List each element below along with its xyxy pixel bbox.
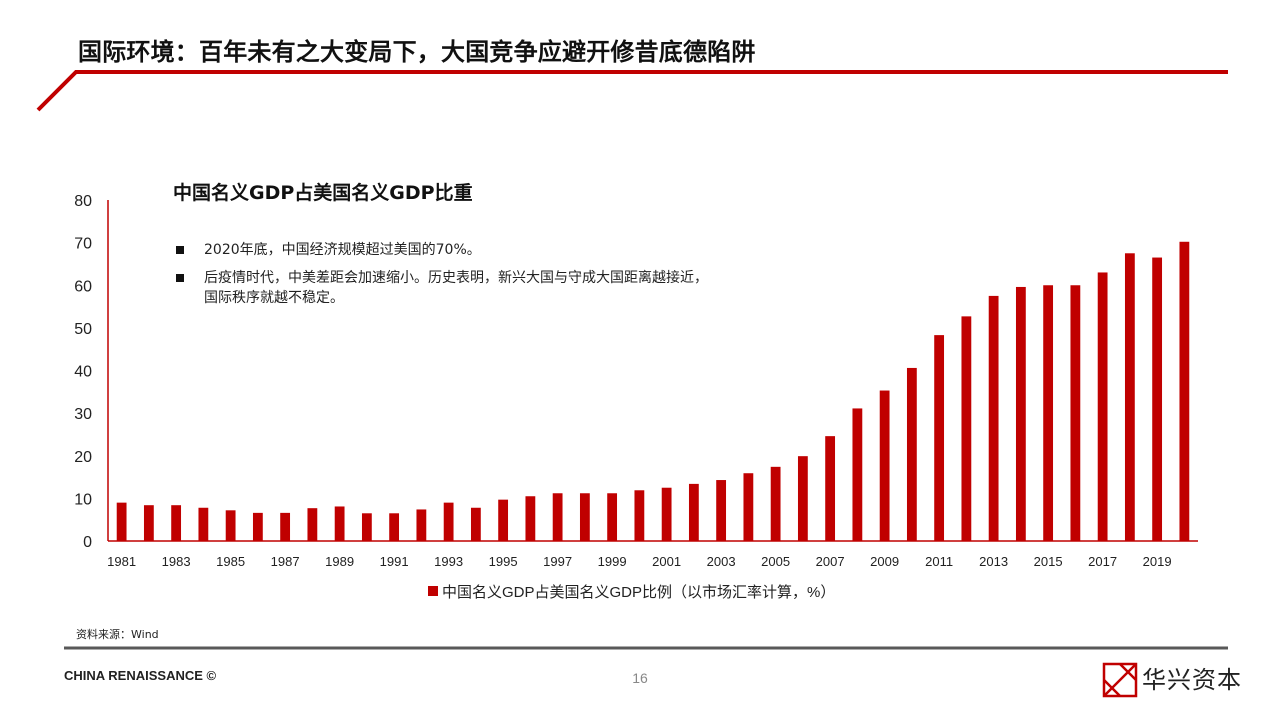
x-tick-label: 2011: [925, 554, 953, 569]
bar-1981: [116, 502, 127, 541]
bar-1994: [470, 507, 481, 541]
chart-title: 中国名义GDP占美国名义GDP比重: [173, 182, 473, 204]
x-tick-label: 2005: [761, 554, 790, 569]
bar-1991: [389, 513, 400, 541]
x-tick-label: 1981: [107, 554, 136, 569]
bar-2020: [1179, 241, 1190, 541]
y-tick-label: 40: [74, 364, 92, 381]
y-tick-label: 10: [74, 491, 92, 508]
bar-2001: [661, 487, 672, 541]
footer-brand: CHINA RENAISSANCE ©: [64, 668, 217, 683]
bar-1985: [225, 510, 236, 541]
x-tick-label: 1993: [434, 554, 463, 569]
bar-2008: [852, 408, 863, 541]
slide-title: 国际环境：百年未有之大变局下，大国竞争应避开修昔底德陷阱: [78, 38, 756, 66]
bar-2009: [879, 390, 890, 541]
x-tick-label: 1991: [380, 554, 409, 569]
bar-2017: [1097, 272, 1108, 541]
x-tick-label: 2017: [1088, 554, 1117, 569]
bar-1986: [252, 512, 263, 541]
bar-2014: [1015, 286, 1026, 541]
y-tick-label: 70: [74, 236, 92, 253]
bullet-text: 国际秩序就越不稳定。: [204, 290, 344, 306]
annotation-bullets: 2020年底，中国经济规模超过美国的70%。 后疫情时代，中美差距会加速缩小。历…: [176, 240, 708, 316]
bar-2013: [988, 295, 999, 541]
bar-1984: [198, 507, 209, 541]
bar-2016: [1070, 285, 1081, 541]
bar-1987: [280, 512, 291, 541]
x-tick-label: 1999: [598, 554, 627, 569]
x-tick-label: 1995: [489, 554, 518, 569]
x-tick-label: 2001: [652, 554, 681, 569]
y-tick-label: 30: [74, 406, 92, 423]
bar-2000: [634, 490, 645, 541]
bullet-continuation: 国际秩序就越不稳定。: [176, 288, 708, 308]
legend-swatch: [428, 586, 438, 596]
bullet-item: 2020年底，中国经济规模超过美国的70%。: [176, 240, 708, 260]
x-tick-label: 1985: [216, 554, 245, 569]
x-tick-label: 1989: [325, 554, 354, 569]
bar-1998: [579, 493, 590, 541]
y-tick-label: 50: [74, 321, 92, 338]
x-tick-label: 2007: [816, 554, 845, 569]
square-bullet-icon: [176, 246, 184, 254]
bar-1988: [307, 508, 318, 541]
x-tick-label: 2013: [979, 554, 1008, 569]
bullet-item: 后疫情时代，中美差距会加速缩小。历史表明，新兴大国与守成大国距离越接近，: [176, 268, 708, 288]
bar-1983: [171, 505, 182, 541]
bar-2018: [1124, 253, 1135, 541]
x-tick-label: 1983: [162, 554, 191, 569]
source-note: 资料来源：Wind: [76, 628, 159, 641]
x-tick-label: 2019: [1143, 554, 1172, 569]
bullet-text: 2020年底，中国经济规模超过美国的70%。: [204, 242, 481, 258]
bar-2011: [934, 335, 945, 541]
bar-1989: [334, 506, 345, 541]
legend-label: 中国名义GDP占美国名义GDP比例（以市场汇率计算，%）: [442, 583, 835, 601]
bar-1990: [361, 513, 372, 541]
bar-2002: [688, 483, 699, 541]
x-tick-label: 2009: [870, 554, 899, 569]
bar-2004: [743, 473, 754, 541]
china-renaissance-logo-icon: [1102, 662, 1138, 698]
bullet-text: 后疫情时代，中美差距会加速缩小。历史表明，新兴大国与守成大国距离越接近，: [204, 270, 708, 286]
y-tick-label: 0: [83, 534, 92, 551]
y-tick-label: 80: [74, 193, 92, 210]
bar-2015: [1043, 285, 1054, 541]
square-bullet-icon: [176, 274, 184, 282]
x-tick-label: 1987: [271, 554, 300, 569]
bar-1999: [607, 493, 618, 541]
bar-2003: [716, 480, 727, 541]
bar-1993: [443, 502, 454, 541]
x-tick-label: 2003: [707, 554, 736, 569]
logo-text: 华兴资本: [1142, 666, 1242, 694]
bar-2005: [770, 466, 781, 541]
bar-2010: [906, 367, 917, 541]
bar-2019: [1152, 257, 1163, 541]
bar-1982: [143, 505, 154, 541]
y-tick-label: 60: [74, 278, 92, 295]
bar-2006: [797, 456, 808, 541]
bar-1996: [525, 496, 536, 541]
bar-2012: [961, 316, 972, 541]
x-tick-label: 1997: [543, 554, 572, 569]
bar-2007: [825, 436, 836, 541]
x-tick-label: 2015: [1034, 554, 1063, 569]
bar-1992: [416, 509, 427, 541]
page-number: 16: [632, 670, 648, 686]
y-tick-label: 20: [74, 449, 92, 466]
bar-1995: [498, 499, 509, 541]
bar-1997: [552, 493, 563, 541]
